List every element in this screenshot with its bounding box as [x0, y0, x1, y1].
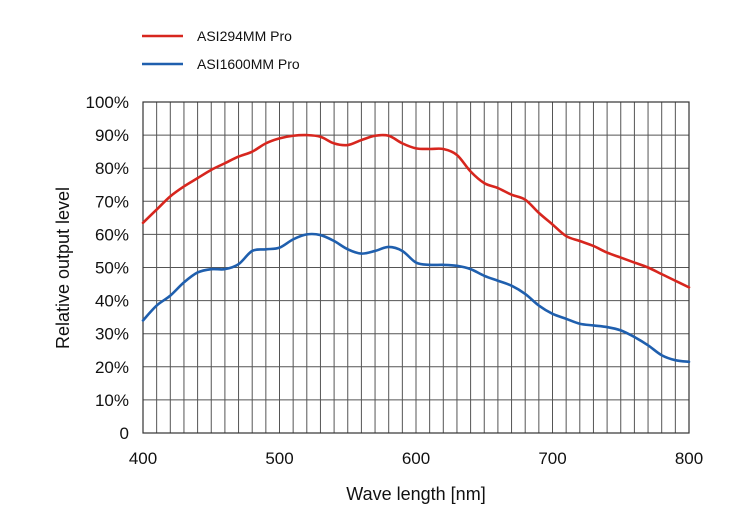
plot-frame — [142, 101, 690, 434]
x-tick-label: 400 — [129, 449, 157, 468]
y-tick-label: 30% — [95, 325, 129, 344]
y-tick-label: 20% — [95, 358, 129, 377]
y-tick-label: 0 — [120, 424, 129, 443]
x-tick-labels: 400 500 600 700 800 — [129, 449, 703, 468]
y-tick-label: 80% — [95, 159, 129, 178]
legend: ASI294MM Pro ASI1600MM Pro — [142, 28, 300, 72]
series-lines — [141, 133, 691, 364]
series-line-asi1600mm-pro — [141, 232, 691, 364]
y-tick-label: 100% — [86, 93, 129, 112]
x-tick-label: 500 — [265, 449, 293, 468]
legend-label-asi294mm-pro: ASI294MM Pro — [197, 28, 292, 44]
series-line-asi294mm-pro — [141, 133, 691, 289]
x-tick-label: 800 — [675, 449, 703, 468]
y-tick-label: 70% — [95, 192, 129, 211]
x-tick-label: 700 — [538, 449, 566, 468]
y-tick-label: 50% — [95, 259, 129, 278]
y-axis-label: Relative output level — [53, 187, 73, 349]
x-tick-label: 600 — [402, 449, 430, 468]
y-tick-label: 10% — [95, 391, 129, 410]
y-tick-label: 60% — [95, 225, 129, 244]
legend-label-asi1600mm-pro: ASI1600MM Pro — [197, 56, 300, 72]
x-axis-label: Wave length [nm] — [346, 484, 485, 504]
y-tick-label: 90% — [95, 126, 129, 145]
y-tick-labels: 0 10% 20% 30% 40% 50% 60% 70% 80% 90% 100% — [86, 93, 129, 443]
y-tick-label: 40% — [95, 292, 129, 311]
